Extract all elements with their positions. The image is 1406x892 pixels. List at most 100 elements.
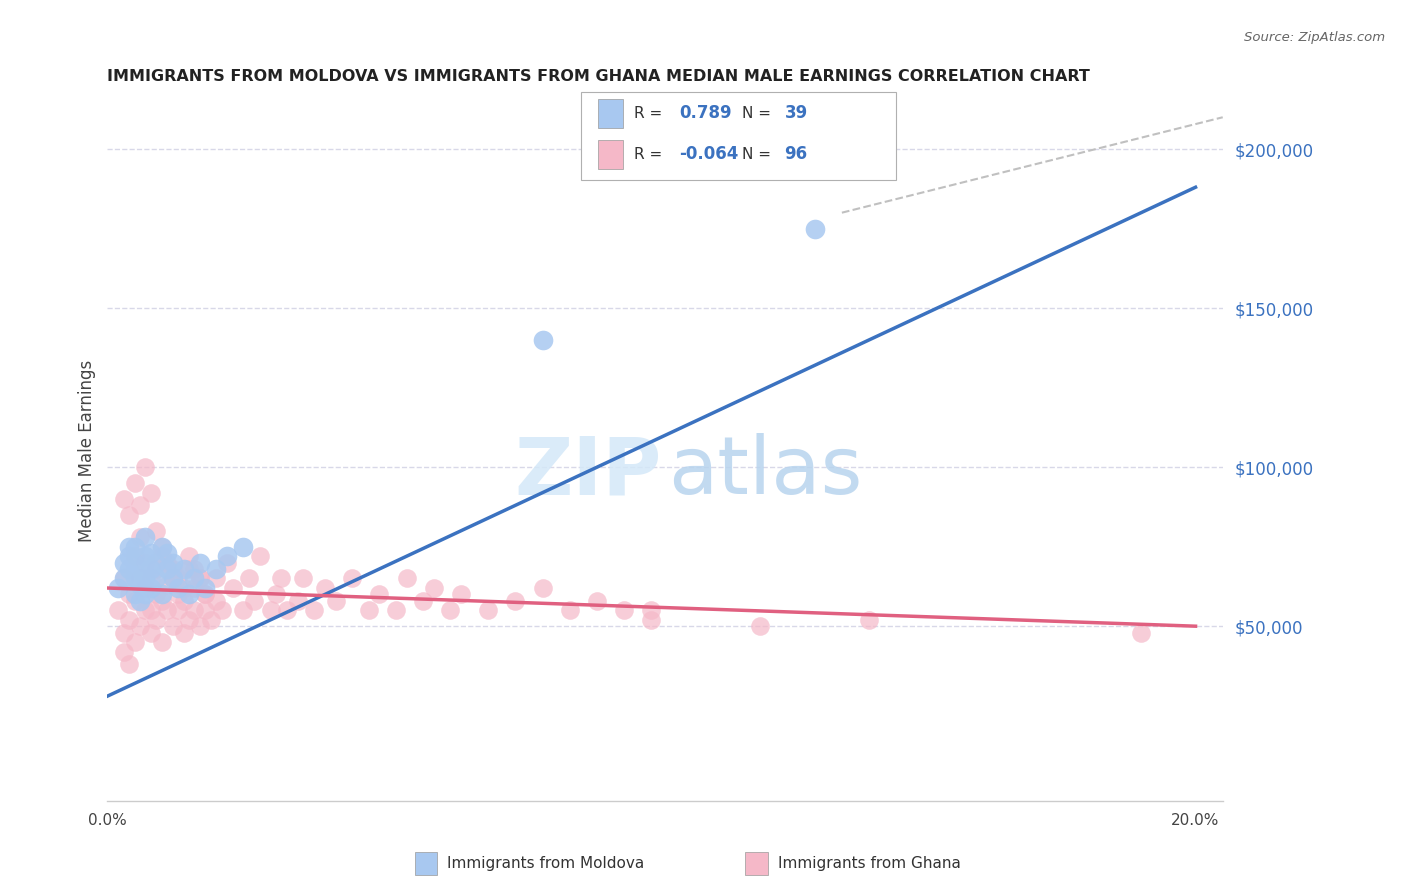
Point (139, 581, 162, 595)
Point (1130, 625, 1153, 640)
Point (395, 572, 418, 586)
Point (107, 603, 129, 617)
Point (325, 593, 347, 607)
Point (112, 556, 135, 570)
Point (342, 572, 364, 586)
Point (243, 593, 266, 607)
Point (124, 593, 146, 607)
Point (183, 572, 205, 586)
Point (145, 524, 167, 538)
Point (177, 562, 200, 576)
Point (134, 603, 156, 617)
Point (613, 603, 636, 617)
Point (134, 572, 156, 586)
Point (124, 540, 146, 554)
Point (314, 581, 336, 595)
Point (162, 572, 184, 586)
Point (586, 593, 609, 607)
Point (177, 587, 200, 601)
Point (145, 587, 167, 601)
Point (173, 593, 195, 607)
Point (211, 603, 233, 617)
Point (188, 572, 211, 586)
Point (129, 562, 152, 576)
Point (134, 460, 156, 475)
Point (162, 562, 184, 576)
Point (205, 572, 228, 586)
Point (558, 603, 581, 617)
Point (112, 572, 135, 586)
Point (124, 556, 146, 570)
Point (205, 593, 228, 607)
Point (221, 581, 243, 595)
Point (139, 485, 162, 500)
Point (384, 603, 406, 617)
Point (173, 625, 195, 640)
Point (450, 587, 472, 601)
Point (531, 581, 554, 595)
Text: Immigrants from Ghana: Immigrants from Ghana (778, 856, 960, 871)
Point (749, 619, 772, 633)
Point (150, 587, 173, 601)
Point (134, 587, 156, 601)
Point (124, 549, 146, 564)
Point (150, 549, 173, 564)
Point (640, 603, 662, 617)
Text: N =: N = (742, 106, 776, 120)
Point (217, 556, 239, 570)
Point (134, 581, 156, 595)
Text: 0.789: 0.789 (679, 104, 731, 122)
Point (139, 625, 162, 640)
Point (423, 581, 446, 595)
Point (129, 498, 152, 512)
Point (368, 587, 391, 601)
Text: N =: N = (742, 147, 776, 161)
Y-axis label: Median Male Earnings: Median Male Earnings (79, 360, 96, 542)
Point (531, 333, 554, 347)
Point (150, 593, 173, 607)
Point (129, 572, 152, 586)
Text: 39: 39 (785, 104, 808, 122)
Point (167, 572, 190, 586)
Point (129, 530, 152, 544)
Point (150, 540, 173, 554)
Point (124, 587, 146, 601)
Point (118, 613, 141, 627)
Point (145, 572, 167, 586)
Point (302, 603, 325, 617)
Point (112, 645, 135, 659)
Point (249, 549, 271, 564)
Point (188, 572, 211, 586)
Point (505, 593, 527, 607)
Point (118, 540, 141, 554)
Point (194, 587, 217, 601)
Point (162, 572, 184, 586)
Point (118, 587, 141, 601)
Point (640, 613, 662, 627)
Point (118, 657, 141, 672)
Point (188, 619, 211, 633)
Point (477, 603, 499, 617)
Point (232, 540, 254, 554)
Point (124, 572, 146, 586)
Point (217, 549, 239, 564)
Point (118, 508, 141, 522)
Point (177, 549, 200, 564)
Point (194, 587, 217, 601)
Point (173, 562, 195, 576)
Point (270, 572, 292, 586)
Point (112, 625, 135, 640)
Point (107, 581, 129, 595)
Point (259, 603, 281, 617)
Point (156, 562, 179, 576)
Point (200, 613, 222, 627)
Point (287, 593, 309, 607)
Point (167, 581, 190, 595)
Point (118, 549, 141, 564)
Text: atlas: atlas (668, 434, 863, 511)
Point (183, 603, 205, 617)
Point (112, 572, 135, 586)
Text: ZIP: ZIP (515, 434, 662, 511)
Point (124, 476, 146, 491)
Point (264, 587, 287, 601)
